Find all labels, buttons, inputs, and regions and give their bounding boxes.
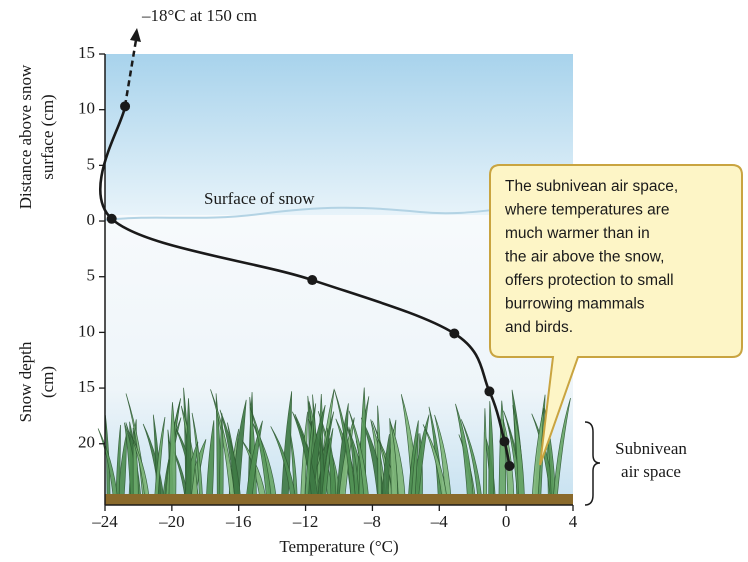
x-axis-label: Temperature (°C) [279,537,398,556]
y-label-below: Snow depth(cm) [16,341,57,422]
y-axis-label: (cm) [38,366,57,398]
bracket-label-line: air space [621,462,681,481]
data-point [499,437,509,447]
callout-line: offers protection to small [505,272,674,289]
callout-line: The subnivean air space, [505,178,678,195]
chart: –18°C at 150 cm Surface of snow Temperat… [0,0,748,562]
data-point [120,101,130,111]
ground [105,494,573,505]
y-axis-label: surface (cm) [38,94,57,179]
bracket-label-line: Subnivean [615,439,687,458]
y-tick-label: 15 [78,43,95,62]
data-point [484,386,494,396]
y-axis-label: Snow depth [16,341,35,422]
x-tick-label: –8 [363,512,381,531]
x-tick-label: 4 [569,512,578,531]
x-tick-label: 0 [502,512,511,531]
arrowhead [130,28,141,42]
page: {"chart_data": { "type": "line", "top_an… [0,0,748,562]
callout-line: much warmer than in [505,225,650,242]
y-tick-label: 10 [78,99,95,118]
bracket [585,422,600,505]
x-tick-label: –16 [225,512,252,531]
top-annotation: –18°C at 150 cm [141,6,257,25]
callout-line: burrowing mammals [505,296,645,313]
data-point [107,214,117,224]
callout-line: the air above the snow, [505,249,664,266]
y-tick-label: 10 [78,321,95,340]
x-tick-label: –24 [91,512,118,531]
x-tick-label: –20 [158,512,185,531]
y-tick-label: 5 [87,154,96,173]
y-tick-label: 5 [87,266,96,285]
callout-line: and birds. [505,319,573,336]
callout-line: where temperatures are [504,202,670,219]
x-tick-label: –4 [430,512,449,531]
x-tick-label: –12 [292,512,319,531]
surface-label: Surface of snow [204,189,315,208]
bracket-label: Subnivean air space [615,439,687,481]
data-point [504,461,514,471]
y-tick-label: 0 [87,210,96,229]
data-point [449,329,459,339]
data-point [307,275,317,285]
y-axis-label: Distance above snow [16,64,35,209]
y-tick-label: 20 [78,433,95,452]
y-tick-label: 15 [78,377,95,396]
